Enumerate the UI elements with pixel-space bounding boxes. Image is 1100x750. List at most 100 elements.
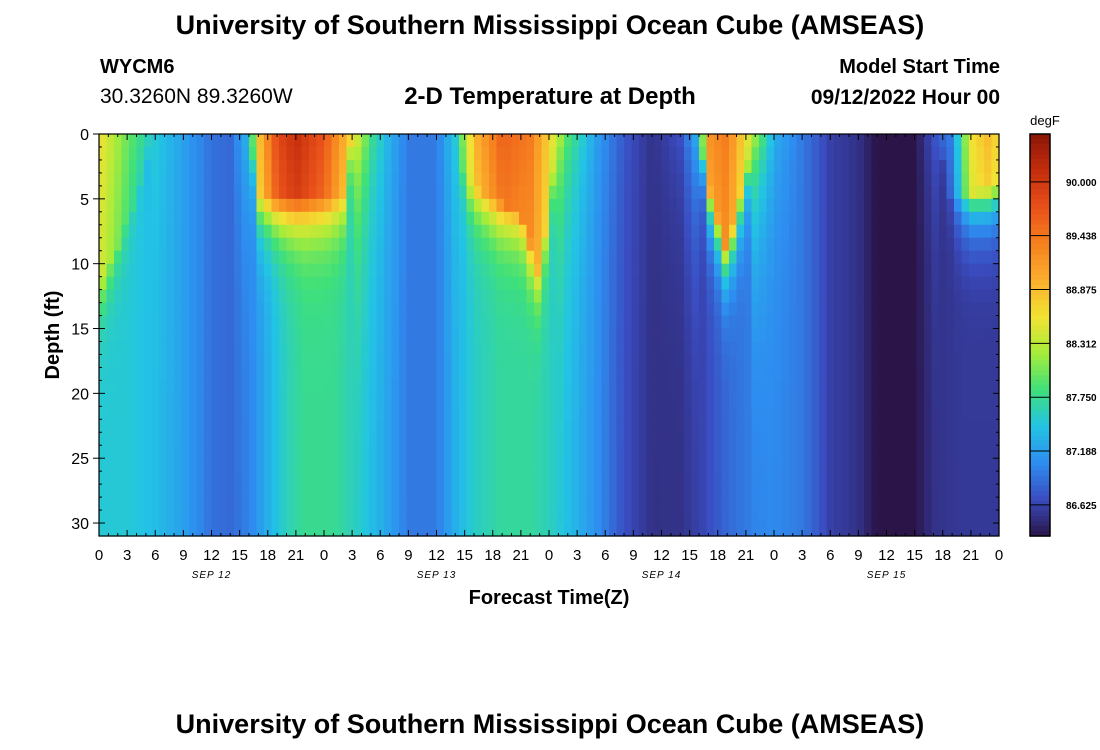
heatmap-cell xyxy=(196,471,205,485)
heatmap-cell xyxy=(324,315,333,330)
heatmap-cell xyxy=(549,484,558,498)
heatmap-cell xyxy=(166,458,175,472)
heatmap-cell xyxy=(706,146,715,161)
heatmap-cell xyxy=(226,159,235,174)
heatmap-cell xyxy=(174,510,183,524)
heatmap-cell xyxy=(984,198,993,213)
heatmap-cell xyxy=(309,419,318,433)
heatmap-cell xyxy=(751,134,760,148)
heatmap-cell xyxy=(519,354,528,369)
heatmap-cell xyxy=(886,393,895,407)
heatmap-cell xyxy=(684,328,693,343)
heatmap-cell xyxy=(819,458,828,472)
heatmap-cell xyxy=(864,419,873,433)
heatmap-cell xyxy=(339,367,348,381)
heatmap-cell xyxy=(241,224,250,239)
heatmap-cell xyxy=(549,471,558,485)
heatmap-cell xyxy=(684,419,693,433)
heatmap-cell xyxy=(744,406,753,420)
heatmap-cell xyxy=(909,445,918,459)
heatmap-cell xyxy=(489,185,498,200)
heatmap-cell xyxy=(631,497,640,511)
heatmap-cell xyxy=(594,523,603,537)
heatmap-cell xyxy=(511,146,520,161)
heatmap-cell xyxy=(571,250,580,265)
heatmap-cell xyxy=(226,458,235,472)
heatmap-cell xyxy=(886,341,895,356)
heatmap-cell xyxy=(631,445,640,459)
heatmap-cell xyxy=(459,497,468,511)
heatmap-cell xyxy=(549,263,558,278)
heatmap-cell xyxy=(406,159,415,174)
heatmap-cell xyxy=(946,315,955,330)
heatmap-cell xyxy=(856,497,865,511)
heatmap-cell xyxy=(504,224,513,239)
heatmap-cell xyxy=(609,263,618,278)
heatmap-cell xyxy=(264,302,273,317)
heatmap-cell xyxy=(534,134,543,148)
heatmap-cell xyxy=(474,198,483,213)
heatmap-cell xyxy=(459,289,468,304)
heatmap-cell xyxy=(721,523,730,537)
heatmap-cell xyxy=(384,328,393,343)
heatmap-cell xyxy=(894,159,903,174)
heatmap-cell xyxy=(151,380,160,394)
heatmap-cell xyxy=(189,315,198,330)
heatmap-cell xyxy=(586,380,595,394)
heatmap-cell xyxy=(151,523,160,537)
heatmap-cell xyxy=(909,289,918,304)
heatmap-cell xyxy=(729,497,738,511)
heatmap-cell xyxy=(736,224,745,239)
heatmap-cell xyxy=(556,458,565,472)
heatmap-cell xyxy=(106,497,115,511)
heatmap-cell xyxy=(496,159,505,174)
heatmap-cell xyxy=(931,237,940,252)
heatmap-cell xyxy=(684,263,693,278)
heatmap-cell xyxy=(834,471,843,485)
heatmap-cell xyxy=(879,198,888,213)
heatmap-cell xyxy=(481,341,490,356)
heatmap-cell xyxy=(309,224,318,239)
heatmap-cell xyxy=(819,419,828,433)
heatmap-cell xyxy=(766,484,775,498)
heatmap-cell xyxy=(481,289,490,304)
heatmap-cell xyxy=(571,211,580,226)
heatmap-cell xyxy=(211,341,220,356)
heatmap-cell xyxy=(166,393,175,407)
heatmap-cell xyxy=(264,134,273,148)
heatmap-cell xyxy=(286,380,295,394)
heatmap-cell xyxy=(984,380,993,394)
heatmap-cell xyxy=(534,302,543,317)
heatmap-cell xyxy=(916,523,925,537)
heatmap-cell xyxy=(699,328,708,343)
heatmap-cell xyxy=(796,224,805,239)
heatmap-cell xyxy=(549,354,558,369)
heatmap-cell xyxy=(429,237,438,252)
heatmap-cell xyxy=(834,367,843,381)
heatmap-cell xyxy=(871,250,880,265)
heatmap-cell xyxy=(834,159,843,174)
heatmap-cell xyxy=(414,458,423,472)
heatmap-cell xyxy=(489,159,498,174)
heatmap-cell xyxy=(931,211,940,226)
heatmap-cell xyxy=(309,198,318,213)
heatmap-cell xyxy=(729,302,738,317)
heatmap-cell xyxy=(976,393,985,407)
heatmap-cell xyxy=(519,289,528,304)
heatmap-cell xyxy=(669,237,678,252)
heatmap-cell xyxy=(699,224,708,239)
heatmap-cell xyxy=(834,406,843,420)
heatmap-cell xyxy=(466,224,475,239)
heatmap-cell xyxy=(684,198,693,213)
heatmap-cell xyxy=(519,134,528,148)
heatmap-cell xyxy=(151,328,160,343)
heatmap-cell xyxy=(181,458,190,472)
heatmap-cell xyxy=(151,172,160,187)
heatmap-cell xyxy=(639,510,648,524)
heatmap-cell xyxy=(984,134,993,148)
heatmap-cell xyxy=(519,302,528,317)
heatmap-cell xyxy=(541,237,550,252)
heatmap-cell xyxy=(766,393,775,407)
heatmap-cell xyxy=(519,393,528,407)
heatmap-cell xyxy=(586,406,595,420)
